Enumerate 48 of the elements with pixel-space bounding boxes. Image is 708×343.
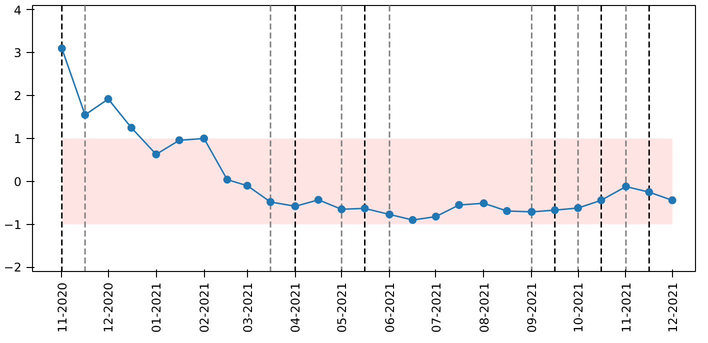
point	[200, 134, 208, 142]
x-tick-label: 04-2021	[288, 282, 303, 333]
point	[360, 204, 369, 212]
point	[408, 216, 417, 224]
point	[266, 198, 274, 206]
point	[668, 196, 676, 204]
x-tick-label: 01-2021	[150, 282, 164, 333]
x-tick-label: 07-2021	[429, 282, 444, 333]
point	[550, 206, 559, 214]
point	[104, 95, 112, 104]
point	[175, 136, 184, 144]
x-tick-label: 12-2021	[666, 282, 680, 333]
y-tick-label: −2	[4, 260, 22, 275]
point	[314, 196, 322, 204]
x-tick-label: 11-2020	[55, 282, 70, 333]
x-tick-label: 05-2021	[335, 282, 350, 333]
x-tick-label: 03-2021	[240, 282, 255, 333]
point	[338, 205, 346, 214]
x-tick-label: 06-2021	[383, 282, 397, 333]
y-tick-label: 0	[14, 174, 22, 189]
x-tick-label: 11-2021	[619, 282, 634, 333]
x-tick-label: 10-2021	[572, 282, 586, 333]
point	[58, 44, 66, 52]
y-tick-label: 2	[14, 89, 22, 104]
point	[81, 110, 90, 119]
point	[243, 182, 252, 190]
y-tick-label: 1	[14, 132, 22, 146]
x-tick-label: 09-2021	[525, 282, 540, 333]
point	[622, 182, 630, 191]
y-tick-label: 4	[14, 3, 22, 18]
point	[480, 199, 488, 208]
point	[432, 212, 440, 221]
point	[528, 208, 536, 216]
y-tick-label: 3	[14, 46, 22, 60]
y-tick-label: −1	[4, 218, 22, 232]
point	[645, 188, 654, 196]
point	[223, 176, 232, 184]
point	[127, 124, 136, 132]
point	[455, 201, 464, 209]
point	[502, 207, 511, 215]
point	[291, 202, 300, 210]
point	[152, 150, 160, 158]
x-tick-label: 12-2020	[102, 282, 116, 333]
point	[597, 196, 606, 204]
x-tick-label: 02-2021	[198, 282, 212, 333]
point	[386, 210, 394, 218]
x-tick-label: 08-2021	[477, 282, 492, 333]
point	[574, 204, 582, 212]
